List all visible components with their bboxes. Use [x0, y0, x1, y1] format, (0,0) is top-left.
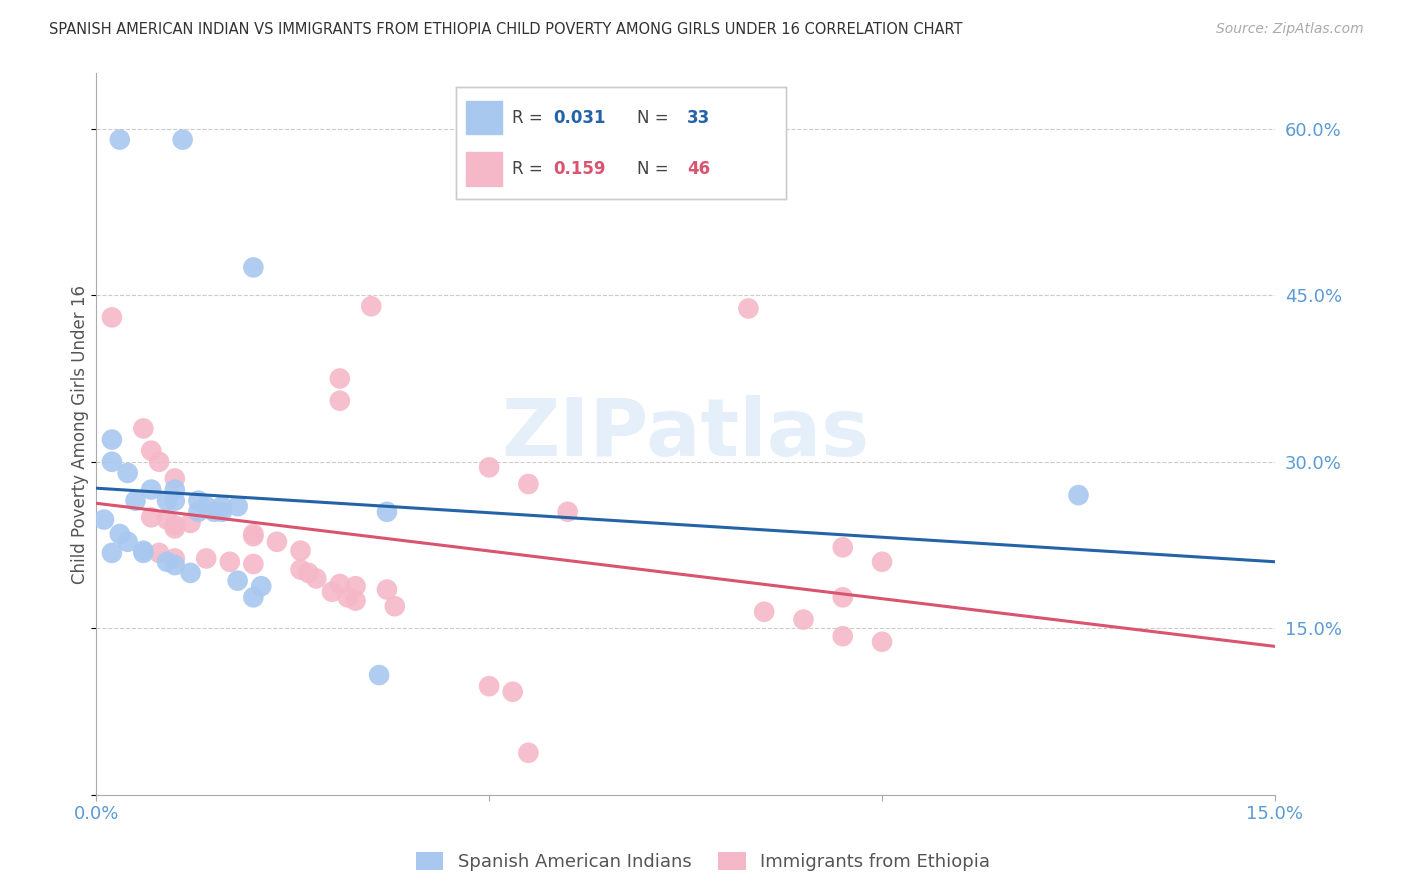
Point [831, 591, 853, 605]
Point [187, 505, 209, 519]
Point [502, 685, 524, 699]
Point [117, 466, 139, 480]
Point [226, 500, 249, 514]
Point [329, 393, 352, 408]
Point [179, 516, 201, 530]
Point [226, 574, 249, 588]
Point [737, 301, 759, 316]
Text: SPANISH AMERICAN INDIAN VS IMMIGRANTS FROM ETHIOPIA CHILD POVERTY AMONG GIRLS UN: SPANISH AMERICAN INDIAN VS IMMIGRANTS FR… [49, 22, 963, 37]
Point [179, 566, 201, 580]
Point [1067, 488, 1090, 502]
Point [242, 591, 264, 605]
Point [517, 746, 540, 760]
Point [108, 527, 131, 541]
Point [792, 613, 814, 627]
Point [242, 527, 264, 541]
Point [101, 433, 124, 447]
Point [321, 584, 343, 599]
Point [375, 582, 398, 597]
Point [163, 483, 186, 497]
Point [242, 260, 264, 275]
Point [148, 546, 170, 560]
Point [163, 518, 186, 533]
Point [305, 571, 328, 585]
Point [329, 371, 352, 385]
Point [187, 493, 209, 508]
Point [141, 510, 163, 524]
Text: Source: ZipAtlas.com: Source: ZipAtlas.com [1216, 22, 1364, 37]
Point [132, 421, 155, 435]
Point [156, 493, 179, 508]
Point [163, 471, 186, 485]
Point [360, 299, 382, 313]
Point [211, 500, 233, 514]
Point [344, 593, 367, 607]
Point [141, 443, 163, 458]
Point [163, 521, 186, 535]
Point [368, 668, 391, 682]
Point [329, 577, 352, 591]
Point [517, 477, 540, 491]
Point [250, 579, 273, 593]
Point [148, 455, 170, 469]
Point [478, 679, 501, 693]
Point [101, 455, 124, 469]
Point [132, 546, 155, 560]
Point [290, 543, 312, 558]
Point [831, 629, 853, 643]
Point [195, 500, 218, 514]
Point [870, 555, 893, 569]
Point [195, 551, 218, 566]
Point [117, 534, 139, 549]
Point [290, 563, 312, 577]
Point [211, 505, 233, 519]
Point [132, 543, 155, 558]
Point [156, 555, 179, 569]
Point [218, 555, 240, 569]
Point [242, 529, 264, 543]
Point [163, 551, 186, 566]
Point [156, 512, 179, 526]
Point [163, 558, 186, 573]
Point [297, 566, 319, 580]
Point [124, 493, 146, 508]
Point [108, 133, 131, 147]
Point [344, 579, 367, 593]
Text: ZIPatlas: ZIPatlas [502, 395, 870, 473]
Point [336, 591, 359, 605]
Point [242, 557, 264, 571]
Point [870, 634, 893, 648]
Point [93, 512, 115, 526]
Point [384, 599, 406, 614]
Point [375, 505, 398, 519]
Point [202, 505, 225, 519]
Point [752, 605, 775, 619]
Point [478, 460, 501, 475]
Point [172, 133, 194, 147]
Legend: Spanish American Indians, Immigrants from Ethiopia: Spanish American Indians, Immigrants fro… [409, 845, 997, 879]
Point [831, 541, 853, 555]
Point [163, 493, 186, 508]
Y-axis label: Child Poverty Among Girls Under 16: Child Poverty Among Girls Under 16 [72, 285, 89, 583]
Point [101, 310, 124, 325]
Point [266, 534, 288, 549]
Point [101, 546, 124, 560]
Point [557, 505, 579, 519]
Point [141, 483, 163, 497]
